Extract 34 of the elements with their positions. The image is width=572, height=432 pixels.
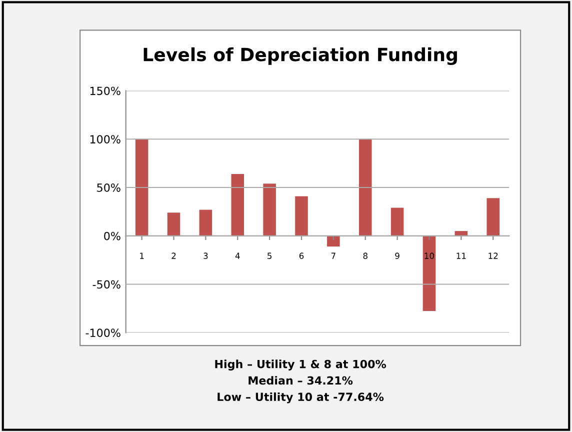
x-tick-label: 9	[395, 252, 400, 259]
bar	[422, 236, 436, 312]
bar	[358, 139, 372, 236]
bar	[167, 212, 180, 236]
bar	[486, 198, 500, 236]
text: High – Utility 1 & 8 at 100%	[215, 360, 386, 370]
bar	[327, 236, 340, 247]
bar	[199, 210, 212, 236]
y-tick-label: -100%	[86, 328, 120, 338]
x-tick-label: 12	[488, 252, 498, 259]
x-tick-label: 11	[456, 252, 466, 259]
y-tick-label: 100%	[90, 135, 120, 144]
x-tick-label: 6	[299, 252, 304, 259]
x-tick-label: 7	[331, 252, 336, 259]
bar	[231, 174, 244, 236]
bar	[454, 231, 468, 236]
y-tick-label: 150%	[90, 86, 120, 96]
bar	[263, 184, 276, 236]
x-tick-label: 4	[235, 252, 240, 259]
y-tick-label: 0%	[104, 232, 120, 240]
x-tick-label: 2	[172, 252, 176, 259]
x-tick-label: 1	[140, 252, 144, 259]
y-tick-label: -50%	[92, 280, 120, 289]
x-tick-label: 5	[268, 252, 272, 259]
bar	[135, 139, 148, 236]
x-tick-label: 3	[204, 252, 208, 259]
x-tick-label: 8	[363, 252, 368, 259]
chart-title: Levels of Depreciation Funding	[144, 47, 457, 65]
x-tick-label: 10	[424, 252, 434, 259]
text: Low – Utility 10 at -77.64%	[218, 392, 384, 404]
bar	[295, 196, 308, 236]
bar	[390, 208, 404, 236]
y-tick-label: 50%	[97, 183, 120, 192]
text: Median – 34.21%	[248, 376, 353, 385]
